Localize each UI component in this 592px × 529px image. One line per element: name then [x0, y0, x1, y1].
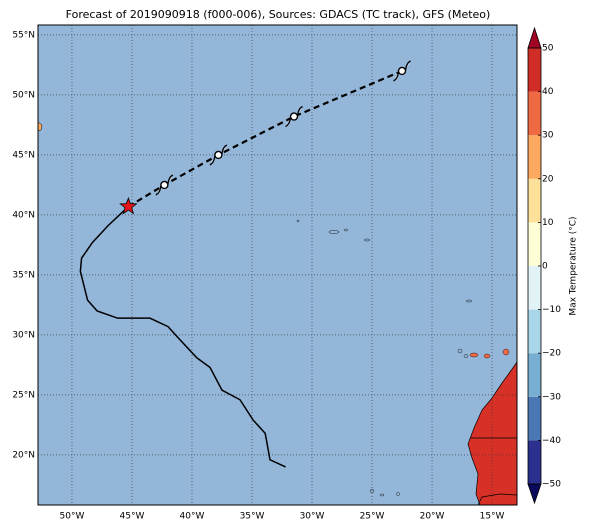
colorbar-tick-label: 20 — [542, 174, 554, 184]
past-track — [79, 206, 286, 468]
grid: 50°W 45°W 40°W 35°W 30°W 25°W 20°W 15°W 20°N 25°N… — [12, 25, 517, 522]
x-tick-label: 50°W — [60, 512, 85, 522]
x-tick-label: 40°W — [180, 512, 205, 522]
storm-symbol — [393, 60, 411, 82]
y-tick-label: 45°N — [12, 150, 35, 160]
colorbar-tick-label: 30 — [542, 131, 554, 141]
x-tick-label: 30°W — [300, 512, 325, 522]
y-tick-label: 40°N — [12, 210, 35, 220]
colorbar-bin — [528, 178, 541, 223]
x-tick-label: 25°W — [360, 512, 385, 522]
colorbar-bin — [528, 396, 541, 441]
colorbar-tick-label: −10 — [542, 305, 561, 315]
y-tick-label: 25°N — [12, 390, 35, 400]
x-tick-label: 35°W — [240, 512, 265, 522]
colorbar-bin — [528, 48, 541, 92]
colorbar-bin — [528, 440, 541, 484]
colorbar-tick-label: 50 — [542, 44, 554, 54]
colorbar-extend-under — [527, 483, 542, 505]
colorbar-bin — [528, 222, 541, 266]
colorbar-tick-label: −30 — [542, 392, 561, 402]
y-tick-label: 50°N — [12, 90, 35, 100]
colorbar-label: Max Temperature (°C) — [569, 216, 579, 315]
storm-symbol — [209, 144, 228, 166]
y-tick-label: 20°N — [12, 450, 35, 460]
current-position — [119, 196, 138, 215]
colorbar-tick-label: 40 — [542, 87, 554, 97]
land — [38, 121, 517, 505]
y-tick-label: 35°N — [12, 270, 35, 280]
colorbar-tick-label: −20 — [542, 349, 561, 359]
colorbar-tick-label: 0 — [542, 262, 548, 272]
colorbar: −50 −40 −30 −20 −10 0 10 20 30 40 50 Max Temperatur… — [527, 26, 579, 505]
map-frame — [37, 24, 518, 506]
colorbar-bin — [528, 266, 541, 310]
y-tick-label: 30°N — [12, 330, 35, 340]
colorbar-bin — [528, 91, 541, 136]
colorbar-bin — [528, 353, 541, 397]
colorbar-tick-label: 10 — [542, 218, 554, 228]
colorbar-extend-over — [527, 26, 542, 49]
tracks — [79, 60, 411, 468]
storm-symbol — [285, 105, 303, 128]
ocean — [38, 25, 517, 505]
chart-title: Forecast of 2019090918 (f000-006), Sourc… — [66, 8, 491, 21]
x-tick-label: 15°W — [480, 512, 505, 522]
colorbar-bin — [528, 135, 541, 179]
storm-symbol — [155, 174, 174, 196]
y-tick-label: 55°N — [12, 30, 35, 40]
colorbar-tick-label: −50 — [542, 480, 561, 490]
x-tick-label: 20°W — [420, 512, 445, 522]
x-tick-label: 45°W — [120, 512, 145, 522]
colorbar-tick-label: −40 — [542, 436, 561, 446]
colorbar-bin — [528, 309, 541, 354]
